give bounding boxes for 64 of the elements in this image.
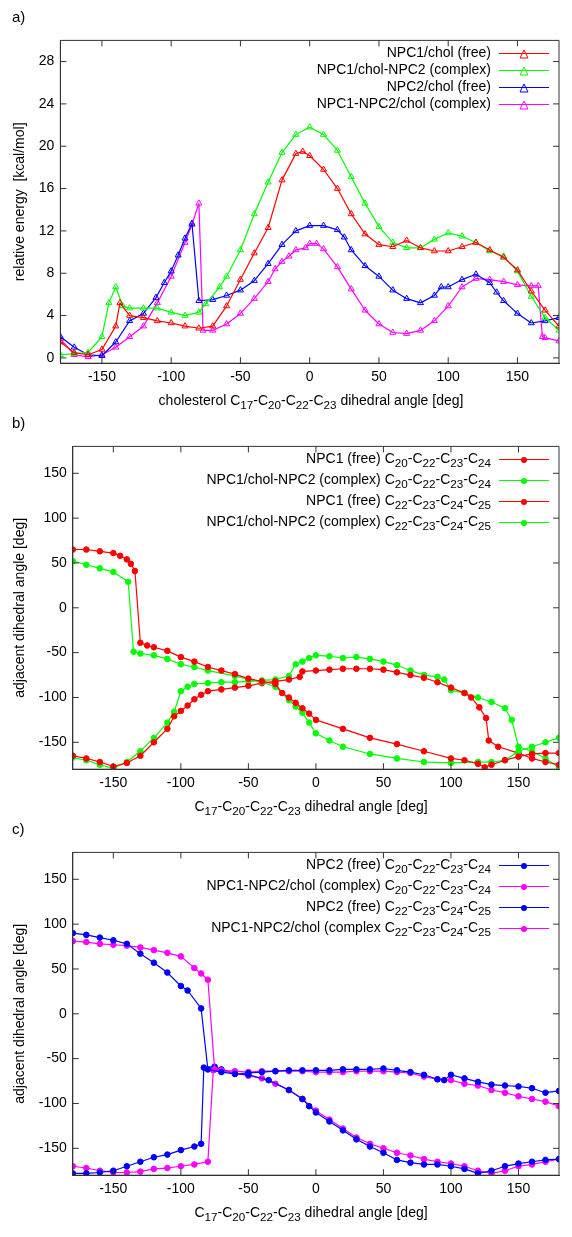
y-tick-label: 0 [46,348,55,365]
y-tick-label: -150 [38,733,68,750]
x-tick-label: -100 [166,1180,196,1197]
x-tick-label: 100 [439,774,463,791]
x-tick-label: 150 [505,368,530,385]
chart-title: a) [11,8,27,26]
legend-label: NPC1/chol-NPC2 (complex) C$_{20}$-C$_{22}$-C$_{23}$-C$_{24}$ [206,471,491,490]
legend-label: NPC1/chol-NPC2 (complex) C$_{22}$-C$_{23}$-C$_{24}$-C$_{25}$ [206,512,491,532]
y-tick-label: 50 [51,553,68,570]
x-tick-label: -100 [166,774,196,791]
y-tick-label: 28 [38,52,55,69]
y-tick-label: 24 [38,94,55,111]
y-tick-label: 100 [43,508,68,525]
x-tick-label: -100 [157,368,186,385]
x-tick-label: 100 [439,1180,463,1197]
x-tick-label: 150 [506,774,531,791]
legend-label: NPC1/chol-NPC2 (complex) [316,61,491,78]
legend-label: NPC1-NPC2/chol (complex) [316,95,491,112]
text: C$_{17}$-C$_{20}$-C$_{22}$-C$_{23}$ dihedral angle [deg] [194,1204,428,1223]
x-tick-label: -50 [230,368,251,385]
x-tick-label: 0 [312,1180,321,1197]
y-tick-label: 150 [43,870,68,887]
x-tick-label: -150 [99,1180,128,1197]
y-tick-label: 8 [46,264,55,281]
x-tick-label: 50 [375,774,392,791]
y-axis-title: relative energy [kcal/mol] [11,122,28,282]
legend-label: NPC1/chol (free) [386,44,491,61]
y-tick-label: 0 [59,598,68,615]
y-tick-label: -150 [38,1139,68,1156]
x-tick-label: -150 [87,368,117,385]
x-tick-label: 50 [371,368,387,385]
y-axis-title: adjacent dihedral angle [deg] [11,517,28,698]
legend-label: NPC1 (free) C$_{20}$-C$_{22}$-C$_{23}$-C$_{24}$ [306,450,491,470]
x-tick-label: -50 [238,774,259,791]
legend-label: NPC2 (free) C$_{22}$-C$_{23}$-C$_{24}$-C$_{25}$ [306,897,491,917]
chart-title: b) [11,414,27,432]
y-tick-label: -100 [38,688,68,705]
y-tick-label: 0 [59,1004,68,1021]
y-tick-label: 50 [51,959,68,976]
y-tick-label: 4 [46,306,55,323]
y-tick-label: -50 [46,643,68,660]
y-tick-label: 150 [43,464,68,481]
chart-title: c) [11,820,26,838]
y-tick-label: 100 [43,914,68,931]
legend-label: NPC1-NPC2/chol (complex C$_{22}$-C$_{23}$-C$_{24}$-C$_{25}$ [211,918,491,938]
x-tick-label: 100 [436,368,461,385]
legend-label: NPC2/chol (free) [386,78,491,95]
x-tick-label: -150 [99,774,128,791]
x-tick-label: 0 [312,774,321,791]
y-tick-label: 20 [38,137,55,154]
y-axis-title: adjacent dihedral angle [deg] [11,923,28,1104]
legend-label: NPC1-NPC2/chol (complex) C$_{20}$-C$_{22}$-C$_{23}$-C$_{24}$ [206,877,491,896]
x-tick-label: -50 [238,1180,259,1197]
legend-label: NPC2 (free) C$_{20}$-C$_{22}$-C$_{23}$-C$_{24}$ [306,856,491,876]
y-tick-label: -100 [38,1094,68,1111]
x-tick-label: 150 [506,1180,531,1197]
text: cholesterol C$_{17}$-C$_{20}$-C$_{22}$-C$_{23}$ dihedral angle [deg] [158,392,464,411]
text: C$_{17}$-C$_{20}$-C$_{22}$-C$_{23}$ dihedral angle [deg] [194,798,428,817]
y-tick-label: 12 [38,221,55,238]
y-tick-label: 16 [38,179,55,196]
x-tick-label: 0 [305,368,314,385]
legend-label: NPC1 (free) C$_{22}$-C$_{23}$-C$_{24}$-C$_{25}$ [306,491,491,511]
y-tick-label: -50 [46,1049,68,1066]
x-tick-label: 50 [375,1180,392,1197]
